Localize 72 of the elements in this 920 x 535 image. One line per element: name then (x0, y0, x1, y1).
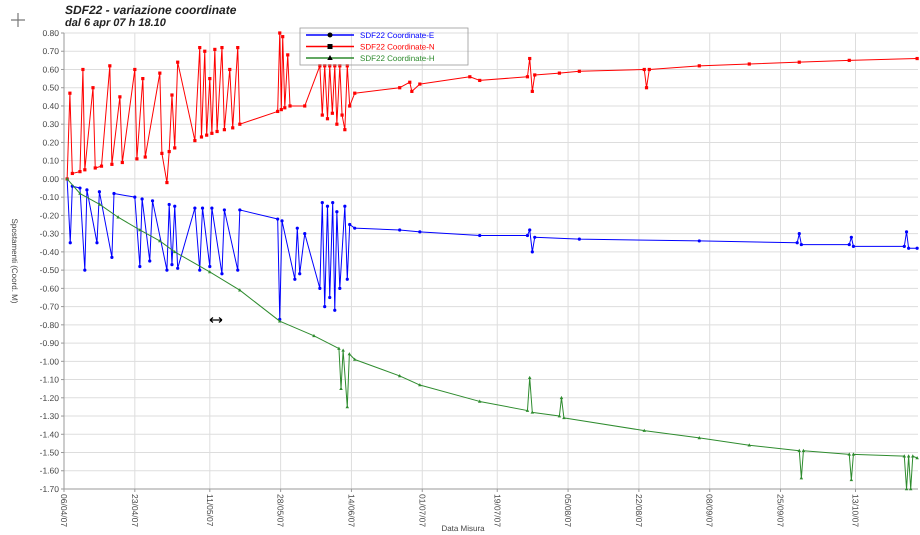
y-tick-label: 0.20 (42, 137, 60, 148)
y-tick-label: -1.30 (40, 411, 60, 422)
x-tick-label: 19/07/07 (492, 494, 502, 528)
point (800, 476, 804, 480)
y-tick-label: 0.10 (42, 156, 60, 166)
chart-subtitle: dal 6 apr 07 h 18.10 (65, 17, 167, 29)
x-tick-label: 08/09/07 (704, 494, 715, 528)
x-tick-label: 22/08/07 (634, 494, 644, 528)
y-tick-label: -1.70 (40, 484, 60, 494)
point (906, 454, 910, 458)
x-tick-label: 01/07/07 (417, 494, 428, 528)
y-tick-label: -0.60 (40, 283, 60, 294)
y-tick-label: -1.20 (40, 392, 60, 403)
x-tick-label: 14/06/07 (346, 494, 356, 528)
point (902, 454, 906, 458)
point (562, 416, 566, 420)
y-tick-label: -0.20 (40, 210, 60, 220)
point (848, 452, 852, 456)
y-tick-label: -0.80 (40, 320, 60, 330)
y-tick-label: -1.50 (40, 447, 60, 458)
point (337, 346, 341, 350)
y-tick-label: -0.10 (40, 192, 60, 202)
point (558, 414, 562, 418)
x-axis-title: Data Misura (441, 524, 486, 533)
y-tick-label: -1.40 (40, 429, 60, 440)
point (418, 383, 422, 386)
point (748, 443, 752, 447)
x-tick-label: 25/09/07 (776, 494, 786, 528)
x-tick-label: 28/05/07 (276, 494, 286, 528)
point (911, 454, 915, 458)
point (528, 376, 532, 380)
y-tick-label: 0.70 (42, 46, 60, 56)
point (798, 448, 802, 452)
y-tick-label: -0.70 (40, 302, 60, 312)
point (915, 456, 919, 460)
y-tick-label: 0.30 (42, 119, 60, 130)
chart-title: SDF22 - variazione coordinate (65, 3, 237, 17)
point (341, 348, 345, 352)
point (238, 288, 242, 292)
y-tick-label: -0.40 (40, 246, 60, 257)
text: SDF22 Coordinate-N (360, 42, 435, 52)
x-tick-label: 11/05/07 (204, 494, 215, 527)
y-tick-label: 0.80 (42, 28, 60, 38)
y-axis-title: Spostamenti (Coord. M) (10, 218, 19, 304)
point (526, 408, 530, 412)
text: SDF22 Coordinate-E (360, 30, 434, 40)
y-tick-label: -0.90 (40, 338, 60, 348)
y-tick-label: -1.10 (40, 374, 60, 385)
x-tick-label: 06/04/07 (59, 494, 70, 528)
point (908, 487, 912, 490)
point (78, 192, 82, 195)
text: SDF22 Coordinate-H (360, 54, 435, 63)
point (852, 452, 856, 456)
point (642, 428, 646, 432)
y-tick-label: 0.50 (42, 82, 60, 93)
x-tick-label: 05/08/07 (563, 494, 574, 528)
point (802, 448, 806, 452)
point (348, 352, 352, 356)
y-tick-label: -0.50 (40, 265, 60, 276)
point (138, 228, 142, 232)
point (312, 334, 316, 338)
y-tick-label: -1.00 (40, 356, 60, 366)
point (352, 358, 356, 361)
y-tick-label: -0.30 (40, 228, 60, 239)
point (116, 215, 120, 219)
y-tick-label: -1.60 (40, 466, 60, 476)
y-tick-label: 0.00 (42, 174, 60, 184)
y-tick-label: 0.40 (42, 100, 60, 111)
point (560, 396, 564, 400)
x-tick-label: 23/04/07 (130, 494, 140, 528)
y-tick-label: 0.60 (42, 64, 60, 74)
x-tick-label: 13/10/07 (850, 494, 861, 528)
